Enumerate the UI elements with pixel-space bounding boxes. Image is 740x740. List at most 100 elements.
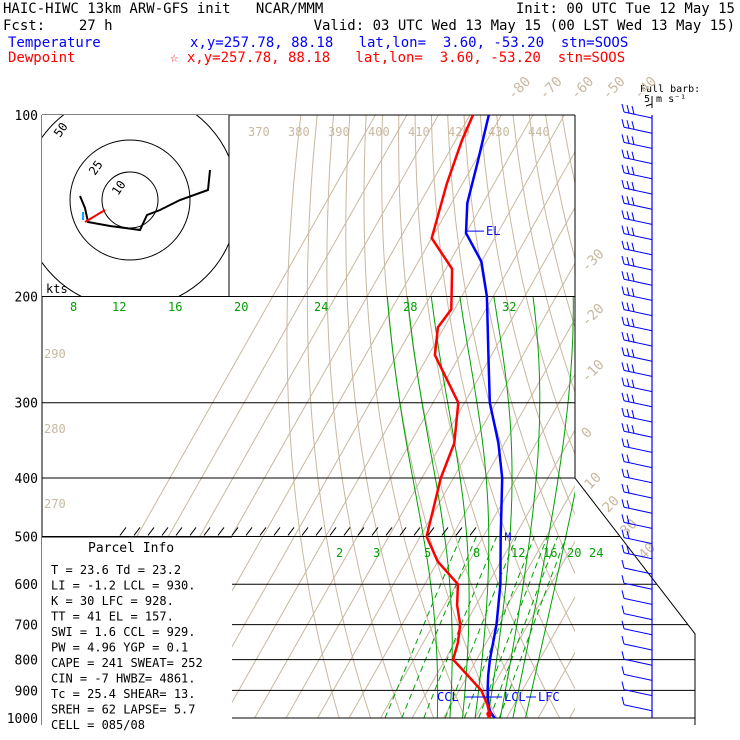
isobar-label: 1000 xyxy=(7,712,38,727)
level-hatch-mark xyxy=(287,527,295,536)
theta-label: 380 xyxy=(288,125,310,139)
parcel-info-row: SWI = 1.6 CCL = 929. xyxy=(51,625,196,639)
wind-barb-flag xyxy=(621,651,625,660)
mixing-ratio-line xyxy=(401,536,477,719)
wind-barb-shaft xyxy=(623,689,653,697)
wind-barb-shaft xyxy=(623,400,653,408)
wind-barb-flag xyxy=(631,166,635,175)
isotherm-line xyxy=(537,651,575,719)
melting-level-label: M xyxy=(505,530,512,543)
wind-barb-flag xyxy=(621,119,625,128)
wind-barb-flag xyxy=(626,469,630,478)
level-hatch-mark xyxy=(357,527,365,536)
wind-barb-flag xyxy=(631,257,635,267)
wind-barb-flag xyxy=(631,394,635,403)
parcel-info-background xyxy=(42,537,232,725)
moist-adiabat-label: 32 xyxy=(502,300,516,314)
wind-barb-flag xyxy=(631,151,635,160)
wind-barb-flag xyxy=(626,165,630,174)
wind-barb-flag xyxy=(631,136,635,145)
theta-label-left: 270 xyxy=(44,497,66,511)
wind-barb-flag xyxy=(621,559,625,569)
dry-adiabat-line xyxy=(447,115,575,633)
theta-label-left: 290 xyxy=(44,347,66,361)
hodograph-units-label: kts xyxy=(46,282,68,296)
wind-barb-flag xyxy=(626,256,630,266)
isobar-label: 500 xyxy=(15,530,38,545)
wind-barb-shaft xyxy=(623,567,653,575)
wind-barb-shaft xyxy=(623,248,653,256)
parcel-info-row: TT = 41 EL = 157. xyxy=(51,610,174,624)
ccl-label: CCL xyxy=(437,690,459,704)
isotherm-label: -50 xyxy=(599,74,628,103)
wind-barb-flag xyxy=(621,681,625,690)
dry-adiabat-line xyxy=(676,115,740,718)
valid-time: Valid: 03 UTC Wed 13 May 15 (00 LST Wed … xyxy=(313,18,735,34)
level-hatch-mark xyxy=(385,527,393,536)
wind-barb-flag xyxy=(626,302,630,311)
level-hatch-mark xyxy=(245,527,253,536)
wind-barb-flag xyxy=(621,544,625,553)
level-hatch-mark xyxy=(161,527,169,536)
isotherm-line xyxy=(191,115,534,719)
wind-barb-flag xyxy=(621,103,625,113)
wind-barb-flag xyxy=(626,378,630,387)
level-hatch-mark xyxy=(231,527,239,536)
wind-barb-shaft xyxy=(623,111,653,119)
dry-adiabat-line xyxy=(611,115,740,718)
isotherm-line xyxy=(317,262,575,719)
wind-barbs-layer xyxy=(621,96,653,718)
wind-barb-shaft xyxy=(623,385,653,393)
wind-barb-shaft xyxy=(623,643,653,651)
wind-barb-flag xyxy=(621,316,625,325)
mixing-ratio-line xyxy=(489,536,559,719)
isobar-label: 200 xyxy=(15,291,38,306)
parcel-info-title: Parcel Info xyxy=(88,541,174,556)
isotherm-label: -70 xyxy=(536,74,565,103)
el-label: EL xyxy=(486,224,500,238)
wind-barb-flag xyxy=(626,393,630,402)
wind-barb-flag xyxy=(626,439,630,448)
moist-adiabat-line xyxy=(407,296,453,719)
isotherm-label: -30 xyxy=(579,246,608,275)
isotherm-label: 20 xyxy=(600,493,623,516)
wind-barb-flag xyxy=(626,484,630,494)
wind-barb-shaft xyxy=(623,157,653,165)
wind-barb-flag xyxy=(621,514,625,523)
wind-barb-flag xyxy=(621,195,625,204)
wind-barb-shaft xyxy=(623,202,653,210)
isotherm-line xyxy=(380,373,575,719)
level-hatch-mark xyxy=(175,527,183,536)
level-hatch-mark xyxy=(189,527,197,536)
wind-barb-flag xyxy=(626,500,630,509)
isotherm-line xyxy=(506,596,575,719)
level-hatch-mark xyxy=(329,527,337,536)
wind-barb-flag xyxy=(626,211,630,220)
hodograph-ring xyxy=(69,139,191,261)
wind-barb-flag xyxy=(626,135,630,144)
wind-barb-flag xyxy=(631,197,635,206)
isobar-label: 700 xyxy=(15,619,38,634)
wind-barb-shaft xyxy=(623,187,653,195)
moist-adiabat-label: 20 xyxy=(234,300,248,314)
wind-barb-flag xyxy=(621,483,625,493)
wind-barb-flag xyxy=(631,409,635,419)
wind-barb-flag xyxy=(626,545,630,554)
mixing-ratio-line xyxy=(498,536,567,719)
wind-barb-flag xyxy=(621,301,625,310)
dry-adiabat-line xyxy=(595,115,740,718)
isotherm-label: 10 xyxy=(582,470,605,493)
parcel-info-row: LI = -1.2 LCL = 930. xyxy=(51,579,196,593)
parcel-info-row: CIN = -7 HWBZ= 4861. xyxy=(51,672,196,686)
wind-barb-flag xyxy=(621,286,625,295)
wind-barb-flag xyxy=(621,331,625,341)
isotherm-line xyxy=(222,115,565,719)
mixing-ratio-label: 24 xyxy=(589,546,603,560)
wind-barb-shaft xyxy=(623,430,653,438)
level-hatch-mark xyxy=(455,527,463,536)
dry-adiabat-line xyxy=(463,115,575,575)
wind-barb-flag xyxy=(626,332,630,342)
wind-barb-flag xyxy=(626,363,630,372)
level-hatch-mark xyxy=(259,527,267,536)
